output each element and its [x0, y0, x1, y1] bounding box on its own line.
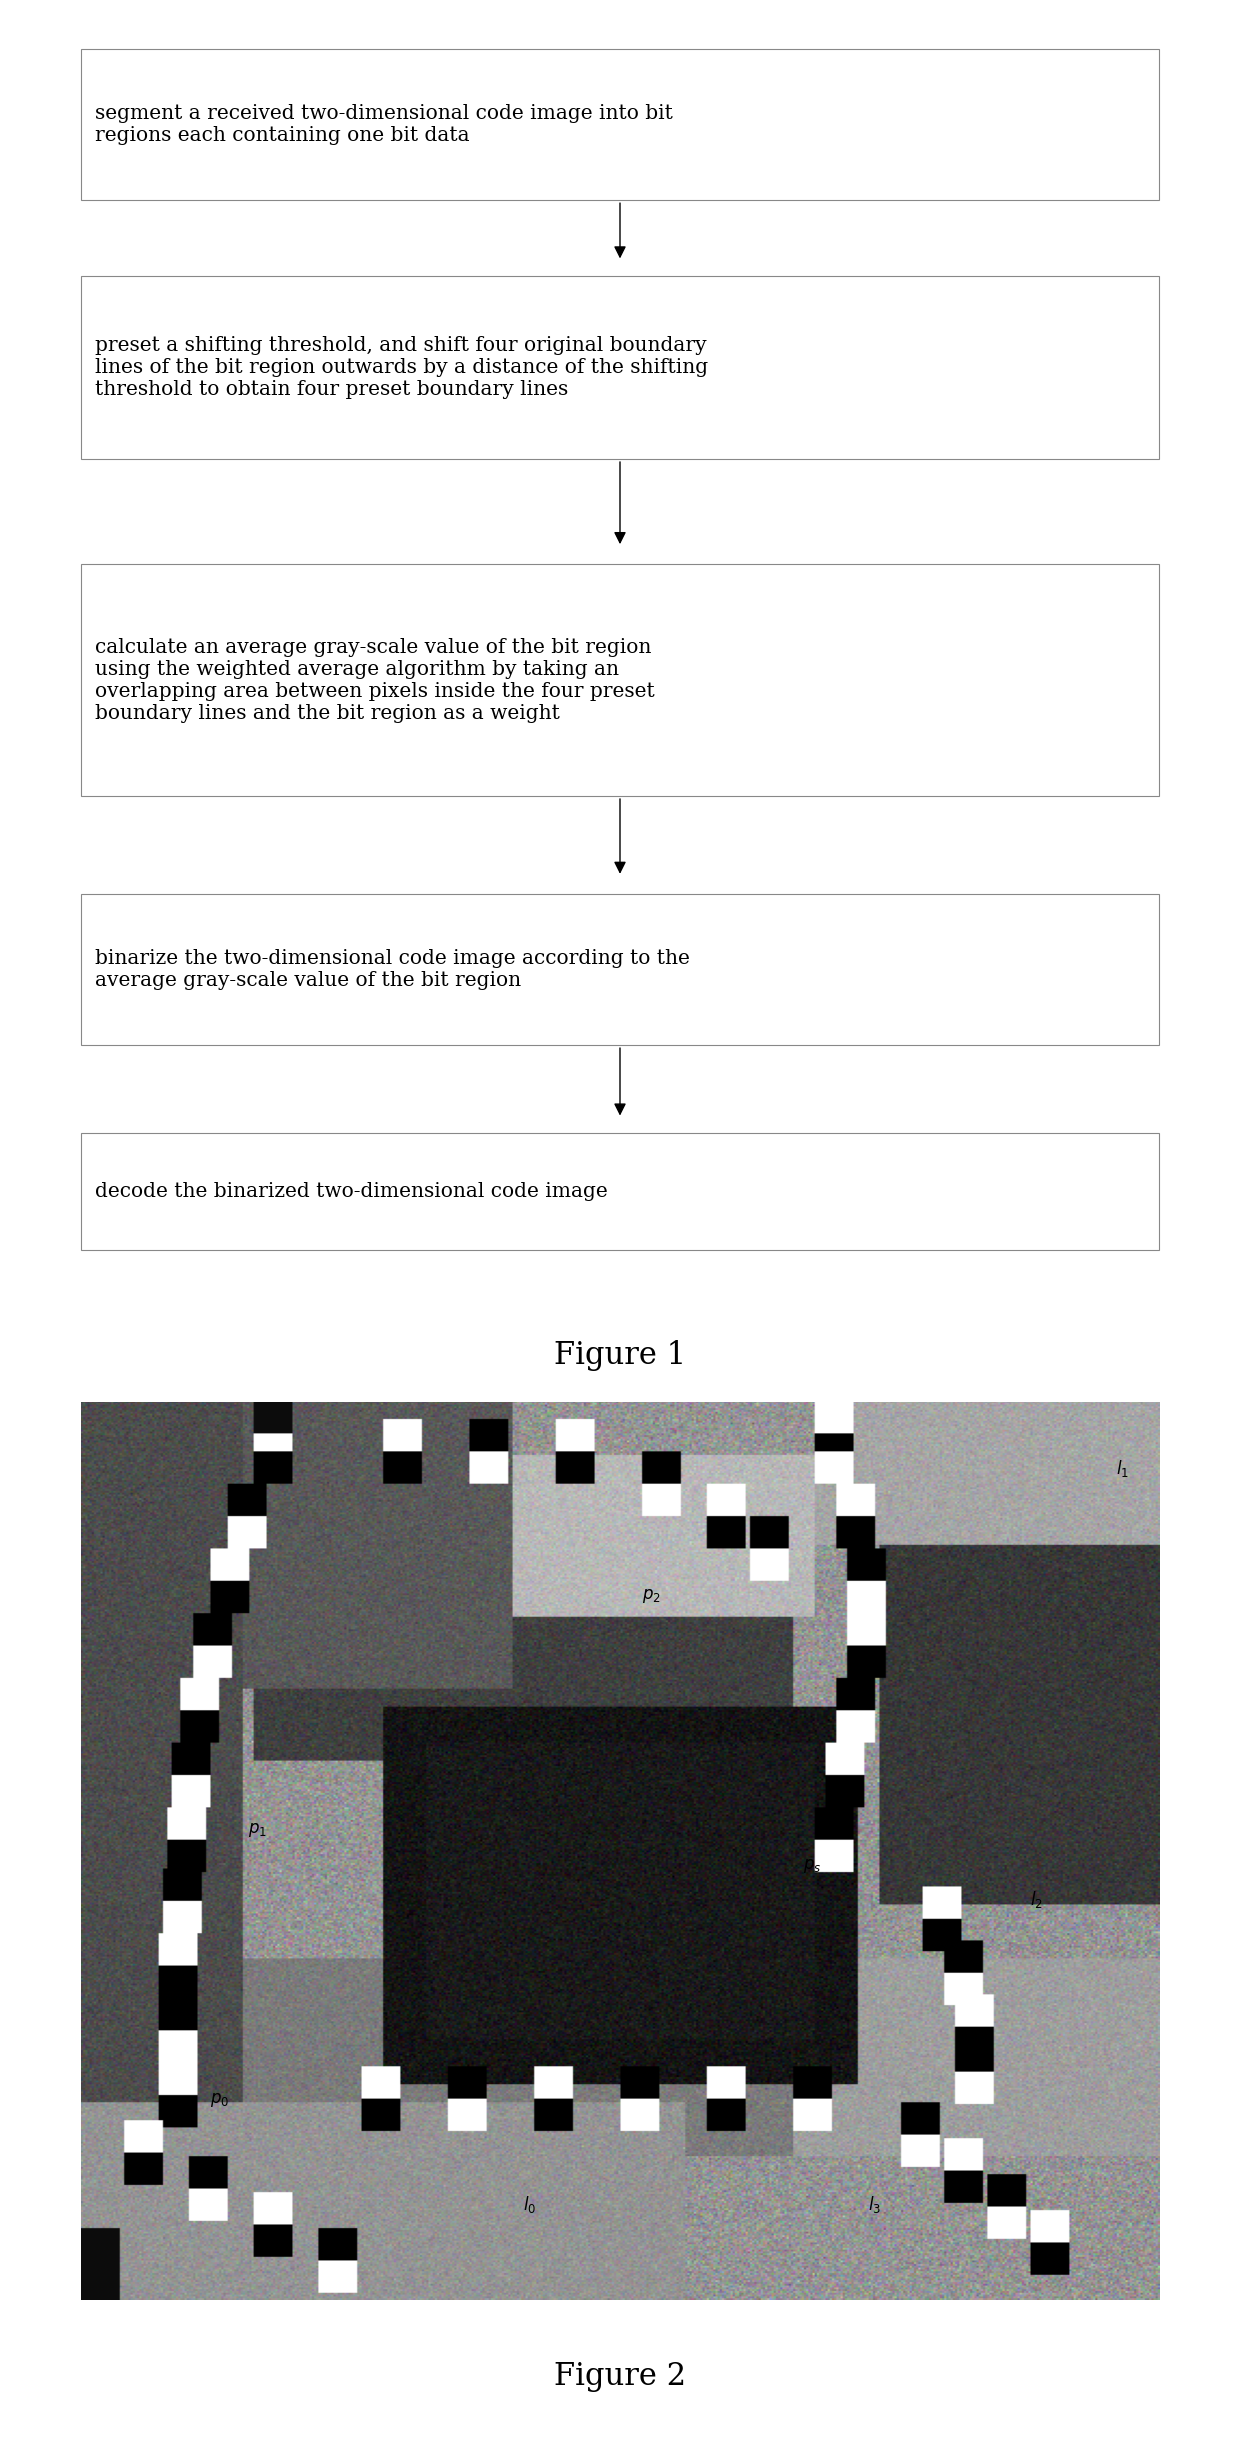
Text: $l_1$: $l_1$ [1116, 1458, 1130, 1477]
FancyBboxPatch shape [81, 1133, 1159, 1250]
Text: segment a received two-dimensional code image into bit
regions each containing o: segment a received two-dimensional code … [95, 105, 673, 144]
Text: preset a shifting threshold, and shift four original boundary
lines of the bit r: preset a shifting threshold, and shift f… [95, 337, 708, 398]
FancyBboxPatch shape [81, 564, 1159, 796]
Text: Figure 2: Figure 2 [554, 2361, 686, 2391]
Text: $l_3$: $l_3$ [868, 2195, 882, 2215]
FancyBboxPatch shape [81, 49, 1159, 200]
FancyBboxPatch shape [81, 894, 1159, 1045]
Text: Figure 1: Figure 1 [554, 1341, 686, 1370]
Text: decode the binarized two-dimensional code image: decode the binarized two-dimensional cod… [95, 1182, 609, 1201]
Text: $p_1$: $p_1$ [248, 1822, 267, 1839]
Text: $p_2$: $p_2$ [641, 1587, 661, 1604]
Text: calculate an average gray-scale value of the bit region
using the weighted avera: calculate an average gray-scale value of… [95, 637, 655, 723]
Text: $l_0$: $l_0$ [523, 2195, 536, 2215]
Text: $p_s$: $p_s$ [804, 1856, 822, 1875]
Text: binarize the two-dimensional code image according to the
average gray-scale valu: binarize the two-dimensional code image … [95, 950, 691, 989]
Text: $p_0$: $p_0$ [210, 2090, 229, 2107]
Text: $l_2$: $l_2$ [1030, 1890, 1043, 1910]
FancyBboxPatch shape [81, 276, 1159, 459]
